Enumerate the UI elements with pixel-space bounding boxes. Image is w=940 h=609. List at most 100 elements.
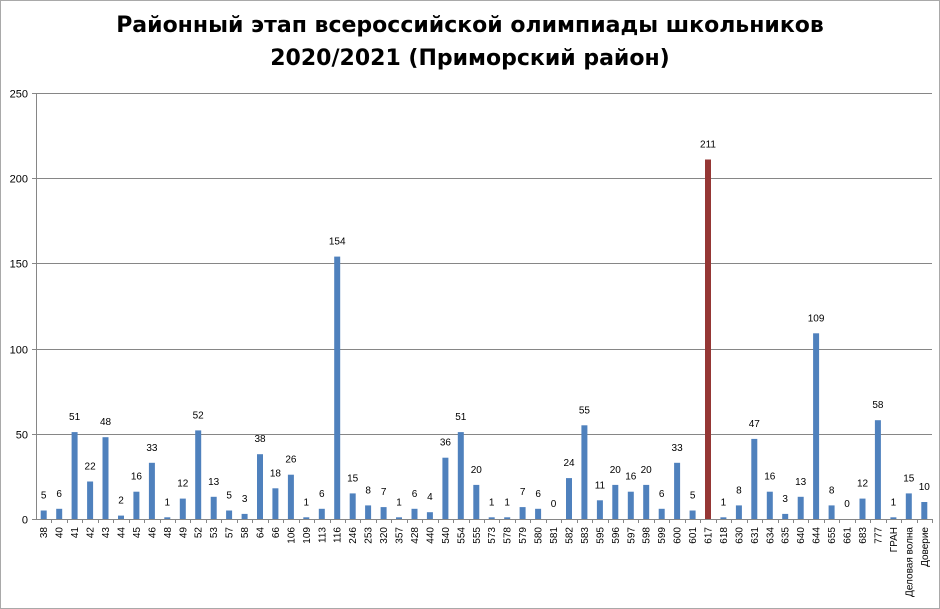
x-tick-label: 578 [503, 527, 514, 544]
bar [828, 505, 835, 519]
bar [272, 488, 279, 519]
bar [426, 512, 433, 519]
data-label: 1 [304, 497, 310, 508]
bar [257, 454, 263, 519]
bar [179, 498, 186, 519]
data-label: 16 [131, 472, 143, 483]
x-tick-label: 631 [750, 527, 761, 544]
x-tick-label: 41 [70, 527, 81, 539]
bar [874, 420, 881, 519]
bar [612, 484, 619, 519]
x-tick-label: 618 [719, 527, 730, 544]
x-tick-label: 630 [734, 527, 745, 544]
data-label: 18 [270, 468, 282, 479]
bar [118, 515, 124, 519]
x-tick-label: 66 [271, 527, 282, 539]
x-tick-label: 113 [317, 527, 328, 543]
bar [674, 462, 681, 519]
bar [905, 493, 912, 519]
x-tick-label: 595 [595, 527, 606, 544]
bar [519, 507, 526, 519]
x-tick-label: 109 [302, 527, 313, 544]
x-tick-label: 57 [225, 527, 236, 539]
data-label: 10 [919, 482, 931, 493]
data-label: 15 [347, 473, 359, 484]
data-label: 11 [595, 480, 606, 491]
data-label: 6 [659, 489, 665, 500]
data-label: 1 [891, 497, 897, 508]
bar [148, 462, 155, 519]
x-tick-label: Доверие [920, 527, 931, 567]
x-tick-label: 53 [209, 527, 220, 539]
x-tick-label: 49 [178, 527, 189, 539]
x-tick-label: 596 [611, 527, 622, 544]
bar [859, 498, 866, 519]
bar [921, 502, 928, 519]
data-label: 1 [721, 497, 727, 508]
bar [334, 256, 341, 519]
x-tick-label: 617 [704, 527, 715, 544]
data-label: 13 [208, 477, 220, 488]
bar [720, 517, 727, 519]
x-tick-label: 644 [812, 527, 823, 544]
bar [195, 430, 202, 519]
x-tick-label: 581 [549, 527, 560, 544]
y-tick-label: 100 [10, 345, 28, 357]
data-label: 58 [872, 400, 884, 411]
data-label: 13 [795, 477, 807, 488]
x-tick-label: 428 [410, 527, 421, 544]
y-tick-label: 50 [16, 430, 28, 442]
data-label: 22 [85, 462, 97, 473]
data-label: 4 [427, 492, 433, 503]
data-label: 16 [625, 472, 637, 483]
x-tick-label: 655 [827, 527, 838, 544]
data-label: 55 [579, 405, 591, 416]
data-label: 51 [69, 412, 81, 423]
x-tick-label: 45 [132, 527, 143, 539]
bar [457, 432, 464, 519]
data-label: 5 [226, 491, 232, 502]
data-label: 8 [829, 485, 835, 496]
x-tick-label: 634 [765, 527, 776, 544]
data-label: 12 [857, 479, 869, 490]
x-tick-label: ГРАН [889, 527, 900, 552]
data-label: 2 [118, 496, 124, 507]
bar [658, 508, 665, 519]
data-label: 7 [381, 487, 387, 498]
bar [133, 491, 140, 519]
bar [813, 333, 820, 519]
x-tick-label: Деловая волна [904, 527, 915, 597]
bar [40, 510, 47, 519]
data-label: 16 [764, 472, 776, 483]
chart-title-line-1: Районный этап всероссийской олимпиады шк… [116, 13, 824, 38]
bar [890, 517, 897, 519]
data-label: 51 [455, 412, 467, 423]
data-label: 1 [396, 497, 402, 508]
data-label: 24 [563, 458, 575, 469]
bar [380, 507, 387, 519]
bar [705, 159, 711, 519]
data-label: 38 [254, 434, 266, 445]
data-label: 109 [808, 313, 825, 324]
bar [488, 517, 495, 519]
x-tick-label: 253 [364, 527, 375, 544]
data-label: 211 [700, 140, 716, 151]
x-tick-label: 600 [673, 527, 684, 544]
bar [751, 438, 758, 519]
x-tick-label: 661 [843, 527, 854, 544]
x-tick-label: 599 [657, 527, 668, 544]
data-label: 7 [520, 487, 526, 498]
bar [318, 508, 325, 519]
bar [797, 496, 804, 519]
x-tick-label: 40 [55, 527, 66, 539]
x-tick-label: 116 [333, 527, 344, 543]
x-tick-label: 640 [796, 527, 807, 544]
data-label: 47 [749, 419, 761, 430]
data-label: 33 [146, 443, 158, 454]
data-label: 33 [672, 443, 684, 454]
bar [627, 491, 634, 519]
bar [581, 425, 588, 519]
bar [241, 513, 248, 519]
x-tick-label: 597 [626, 527, 637, 544]
